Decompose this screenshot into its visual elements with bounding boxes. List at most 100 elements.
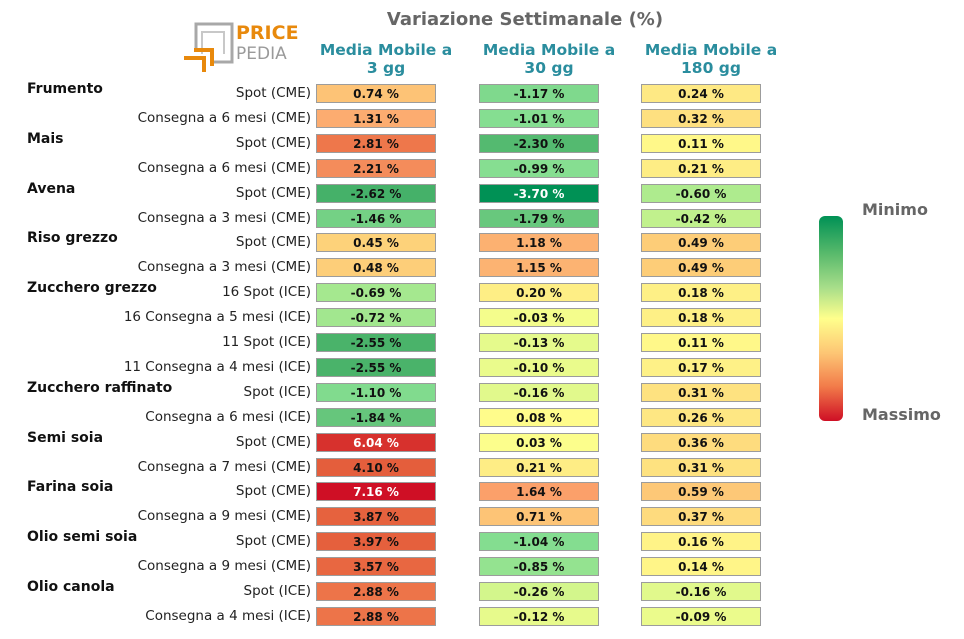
row-label: Spot (CME) — [235, 533, 311, 550]
heatmap-cell — [316, 258, 436, 278]
cell-value-label: -0.42 % — [675, 211, 727, 226]
heatmap-cell — [479, 258, 599, 278]
cell-value-label: -1.84 % — [350, 410, 402, 425]
heatmap-cell — [316, 507, 436, 527]
row-label: Spot (CME) — [235, 483, 311, 500]
heatmap-cell — [479, 407, 599, 427]
cell-value-label: 0.21 % — [516, 460, 562, 475]
logo-pedia-text: PEDIA — [236, 44, 287, 64]
heatmap-cell — [641, 183, 761, 203]
cell-value-label: -1.46 % — [350, 211, 402, 226]
heatmap-cell — [641, 357, 761, 377]
heatmap-cell — [641, 308, 761, 328]
group-label: Mais — [27, 130, 64, 147]
cell-value-label: 0.48 % — [353, 261, 399, 276]
heatmap-cell — [316, 557, 436, 577]
cell-value-label: -0.12 % — [513, 609, 565, 624]
heatmap-cell — [479, 108, 599, 128]
row-label: Spot (CME) — [235, 433, 311, 450]
heatmap-cell — [641, 507, 761, 527]
heatmap-cell — [316, 457, 436, 477]
heatmap-cell — [316, 308, 436, 328]
cell-value-label: 4.10 % — [353, 460, 399, 475]
row-label: Consegna a 6 mesi (CME) — [137, 109, 311, 126]
heatmap-cell — [641, 108, 761, 128]
group-label: Farina soia — [27, 479, 114, 496]
row-label: Spot (ICE) — [243, 383, 311, 400]
row-label: Spot (CME) — [235, 134, 311, 151]
row-label: Consegna a 4 mesi (ICE) — [145, 607, 311, 624]
heatmap-cell — [316, 208, 436, 228]
heatmap-cell — [641, 133, 761, 153]
row-label: Consegna a 7 mesi (CME) — [137, 458, 311, 475]
cell-value-label: 3.57 % — [353, 560, 399, 575]
cell-value-label: 2.88 % — [353, 585, 399, 599]
group-label: Olio semi soia — [27, 529, 138, 546]
group-label: Semi soia — [27, 429, 104, 446]
row-label: Spot (ICE) — [243, 583, 311, 599]
heatmap-cell — [316, 158, 436, 178]
heatmap-cell — [479, 606, 599, 626]
heatmap-cell — [641, 382, 761, 402]
cell-value-label: 0.59 % — [678, 485, 724, 500]
group-label: Olio canola — [27, 579, 115, 595]
row-label: Consegna a 6 mesi (CME) — [137, 159, 311, 176]
cell-value-label: 2.81 % — [353, 136, 399, 151]
heatmap-cell — [641, 482, 761, 502]
heatmap-cell — [641, 208, 761, 228]
column-header-1: Media Mobile a 3 gg — [319, 41, 453, 77]
heatmap-cell — [641, 532, 761, 552]
heatmap-cell — [479, 233, 599, 253]
group-label: Zucchero raffinato — [27, 379, 173, 396]
heatmap-cell — [316, 333, 436, 352]
cell-value-label: 0.16 % — [678, 535, 724, 550]
cell-value-label: -3.70 % — [513, 186, 565, 201]
row-label: 11 Spot (ICE) — [222, 334, 311, 350]
cell-value-label: 0.20 % — [516, 286, 562, 301]
cell-value-label: 3.97 % — [353, 535, 399, 550]
row-label: Spot (CME) — [235, 184, 311, 201]
cell-value-label: -1.10 % — [350, 385, 402, 400]
group-label: Zucchero grezzo — [27, 280, 157, 297]
heatmap-cell — [479, 357, 599, 377]
heatmap-cell — [316, 432, 436, 452]
heatmap-cell — [479, 382, 599, 402]
group-label: Riso grezzo — [27, 230, 118, 247]
cell-value-label: -0.26 % — [513, 585, 565, 599]
heatmap-cell — [316, 532, 436, 552]
row-label: 16 Spot (ICE) — [222, 284, 311, 301]
cell-value-label: 0.26 % — [678, 410, 724, 425]
cell-value-label: -2.55 % — [350, 360, 402, 375]
legend-min-label: Minimo — [862, 200, 928, 219]
cell-value-label: -1.17 % — [513, 87, 565, 101]
cell-value-label: 6.04 % — [353, 435, 399, 450]
cell-value-label: -1.79 % — [513, 211, 565, 226]
cell-value-label: 0.03 % — [516, 435, 562, 450]
heatmap-cell — [641, 233, 761, 253]
cell-value-label: 1.31 % — [353, 111, 399, 126]
cell-value-label: 0.24 % — [678, 87, 724, 101]
cell-value-label: -0.85 % — [513, 560, 565, 575]
heatmap-cell — [641, 333, 761, 352]
heatmap-cell — [479, 582, 599, 601]
cell-value-label: -0.03 % — [513, 311, 565, 326]
cell-value-label: 0.49 % — [678, 236, 724, 251]
heatmap-cell — [316, 84, 436, 103]
cell-value-label: 0.74 % — [353, 87, 399, 101]
cell-value-label: 2.21 % — [353, 161, 399, 176]
row-label: Consegna a 3 mesi (CME) — [137, 209, 311, 226]
heatmap-cell — [479, 457, 599, 477]
logo-price-text: PRICE — [236, 22, 299, 44]
heatmap-cell — [479, 507, 599, 527]
group-label: Avena — [27, 180, 76, 197]
heatmap-cell — [316, 233, 436, 253]
pricepedia-logo: PRICE PEDIA — [184, 22, 299, 74]
cell-value-label: 0.11 % — [678, 336, 724, 350]
group-label: Frumento — [27, 81, 103, 97]
heatmap-cell — [641, 606, 761, 626]
cell-value-label: 1.18 % — [516, 236, 562, 251]
cell-value-label: 3.87 % — [353, 510, 399, 525]
cell-value-label: 7.16 % — [353, 485, 399, 500]
heatmap-cell — [479, 557, 599, 577]
heatmap-cell — [316, 606, 436, 626]
